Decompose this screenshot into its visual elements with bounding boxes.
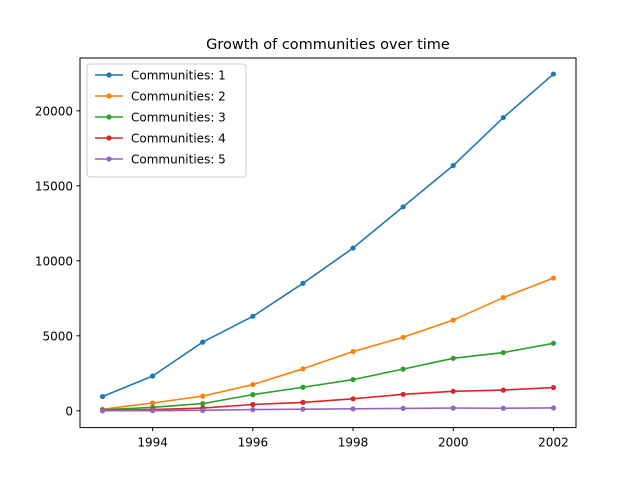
legend-label: Communities: 3 [131,111,226,125]
x-tick-label: 1994 [137,436,168,450]
y-tick-label: 20000 [35,104,73,118]
legend-box [86,63,247,178]
data-point [400,405,406,411]
data-point [400,391,406,397]
series-line-3 [102,342,554,411]
data-point [400,204,406,210]
axes-frame [79,57,577,429]
legend-marker [106,93,112,99]
data-point [300,399,306,405]
x-axis: 1994 1996 1998 2000 2002 [137,427,569,450]
x-tick-label: 1996 [238,436,269,450]
data-point [99,408,106,414]
data-point [550,71,557,77]
data-point [400,366,406,372]
data-point [200,401,206,407]
y-axis: 0 5000 10000 15000 20000 [35,104,80,418]
legend-marker [106,135,112,141]
data-point [550,384,557,391]
plot-area [99,71,557,414]
data-point [500,350,506,356]
data-point [450,388,456,394]
legend-label: Communities: 5 [131,153,226,167]
legend-marker [106,156,112,162]
data-point [150,408,156,414]
data-point [350,406,356,412]
data-point [200,393,206,399]
data-point [250,401,256,408]
legend-label: Communities: 2 [131,90,226,104]
data-point [500,405,506,411]
data-point [300,366,306,372]
series-line-4 [102,386,554,412]
data-point [450,405,456,411]
y-tick-label: 0 [65,404,73,418]
data-point [400,334,406,340]
data-point [550,275,557,281]
series-line-2 [102,277,554,411]
data-point [300,280,306,286]
data-point [250,381,256,388]
legend-label: Communities: 1 [131,69,226,83]
data-point [350,396,356,402]
data-point [550,340,557,346]
data-point [250,392,256,398]
data-point [500,294,506,301]
data-point [350,348,356,355]
data-point [300,406,306,412]
legend-marker [106,72,112,78]
x-tick-label: 2002 [538,436,569,450]
data-point [550,405,557,411]
y-tick-label: 5000 [42,329,73,343]
data-point [350,377,356,383]
y-tick-label: 15000 [35,179,73,193]
x-tick-label: 1998 [338,436,369,450]
data-point [450,355,456,361]
data-point [150,400,156,406]
data-point [500,387,506,393]
data-point [350,245,356,251]
data-point [200,407,206,413]
legend-label: Communities: 4 [131,132,226,146]
data-point [500,114,506,121]
legend-marker [106,114,112,120]
data-point [300,384,306,390]
data-point [99,393,106,400]
data-point [200,339,206,345]
y-tick-label: 10000 [35,254,73,268]
data-point [450,317,456,323]
x-tick-label: 2000 [438,436,469,450]
data-point [450,162,456,169]
legend: Communities: 1 Communities: 2 Communities:… [86,63,247,178]
data-point [250,313,256,319]
series-line-5 [102,407,554,412]
data-point [250,407,256,413]
chart-title: Growth of communities over time [206,37,450,53]
data-point [150,373,156,379]
series-line-1 [102,73,554,398]
